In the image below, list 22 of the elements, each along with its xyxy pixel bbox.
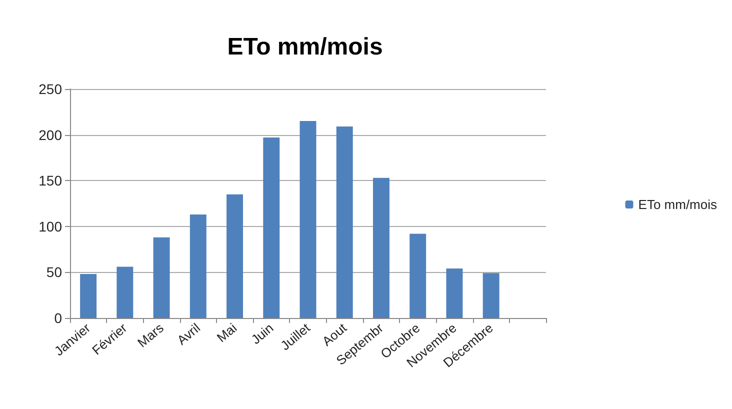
y-tick-label: 150 <box>38 172 62 189</box>
bar <box>446 268 463 318</box>
bar <box>263 138 280 318</box>
bar <box>153 237 170 318</box>
bar <box>482 273 500 318</box>
bar <box>226 194 244 318</box>
legend-label: ETo mm/mois <box>638 197 718 212</box>
bar <box>116 266 134 318</box>
bar <box>300 121 316 318</box>
y-tick-label: 0 <box>54 310 62 326</box>
y-tick-label: 200 <box>38 126 62 143</box>
bar <box>190 214 206 318</box>
y-tick-label: 100 <box>38 218 62 234</box>
bar <box>410 234 426 318</box>
bar <box>336 126 353 318</box>
chart-title: ETo mm/mois <box>227 34 383 60</box>
y-tick-label: 50 <box>46 264 62 280</box>
bar <box>372 178 390 318</box>
x-tick-label: Mai <box>214 320 240 346</box>
x-tick-label: Juin <box>248 320 276 348</box>
y-tick-label: 250 <box>38 81 62 97</box>
bar <box>80 274 97 318</box>
